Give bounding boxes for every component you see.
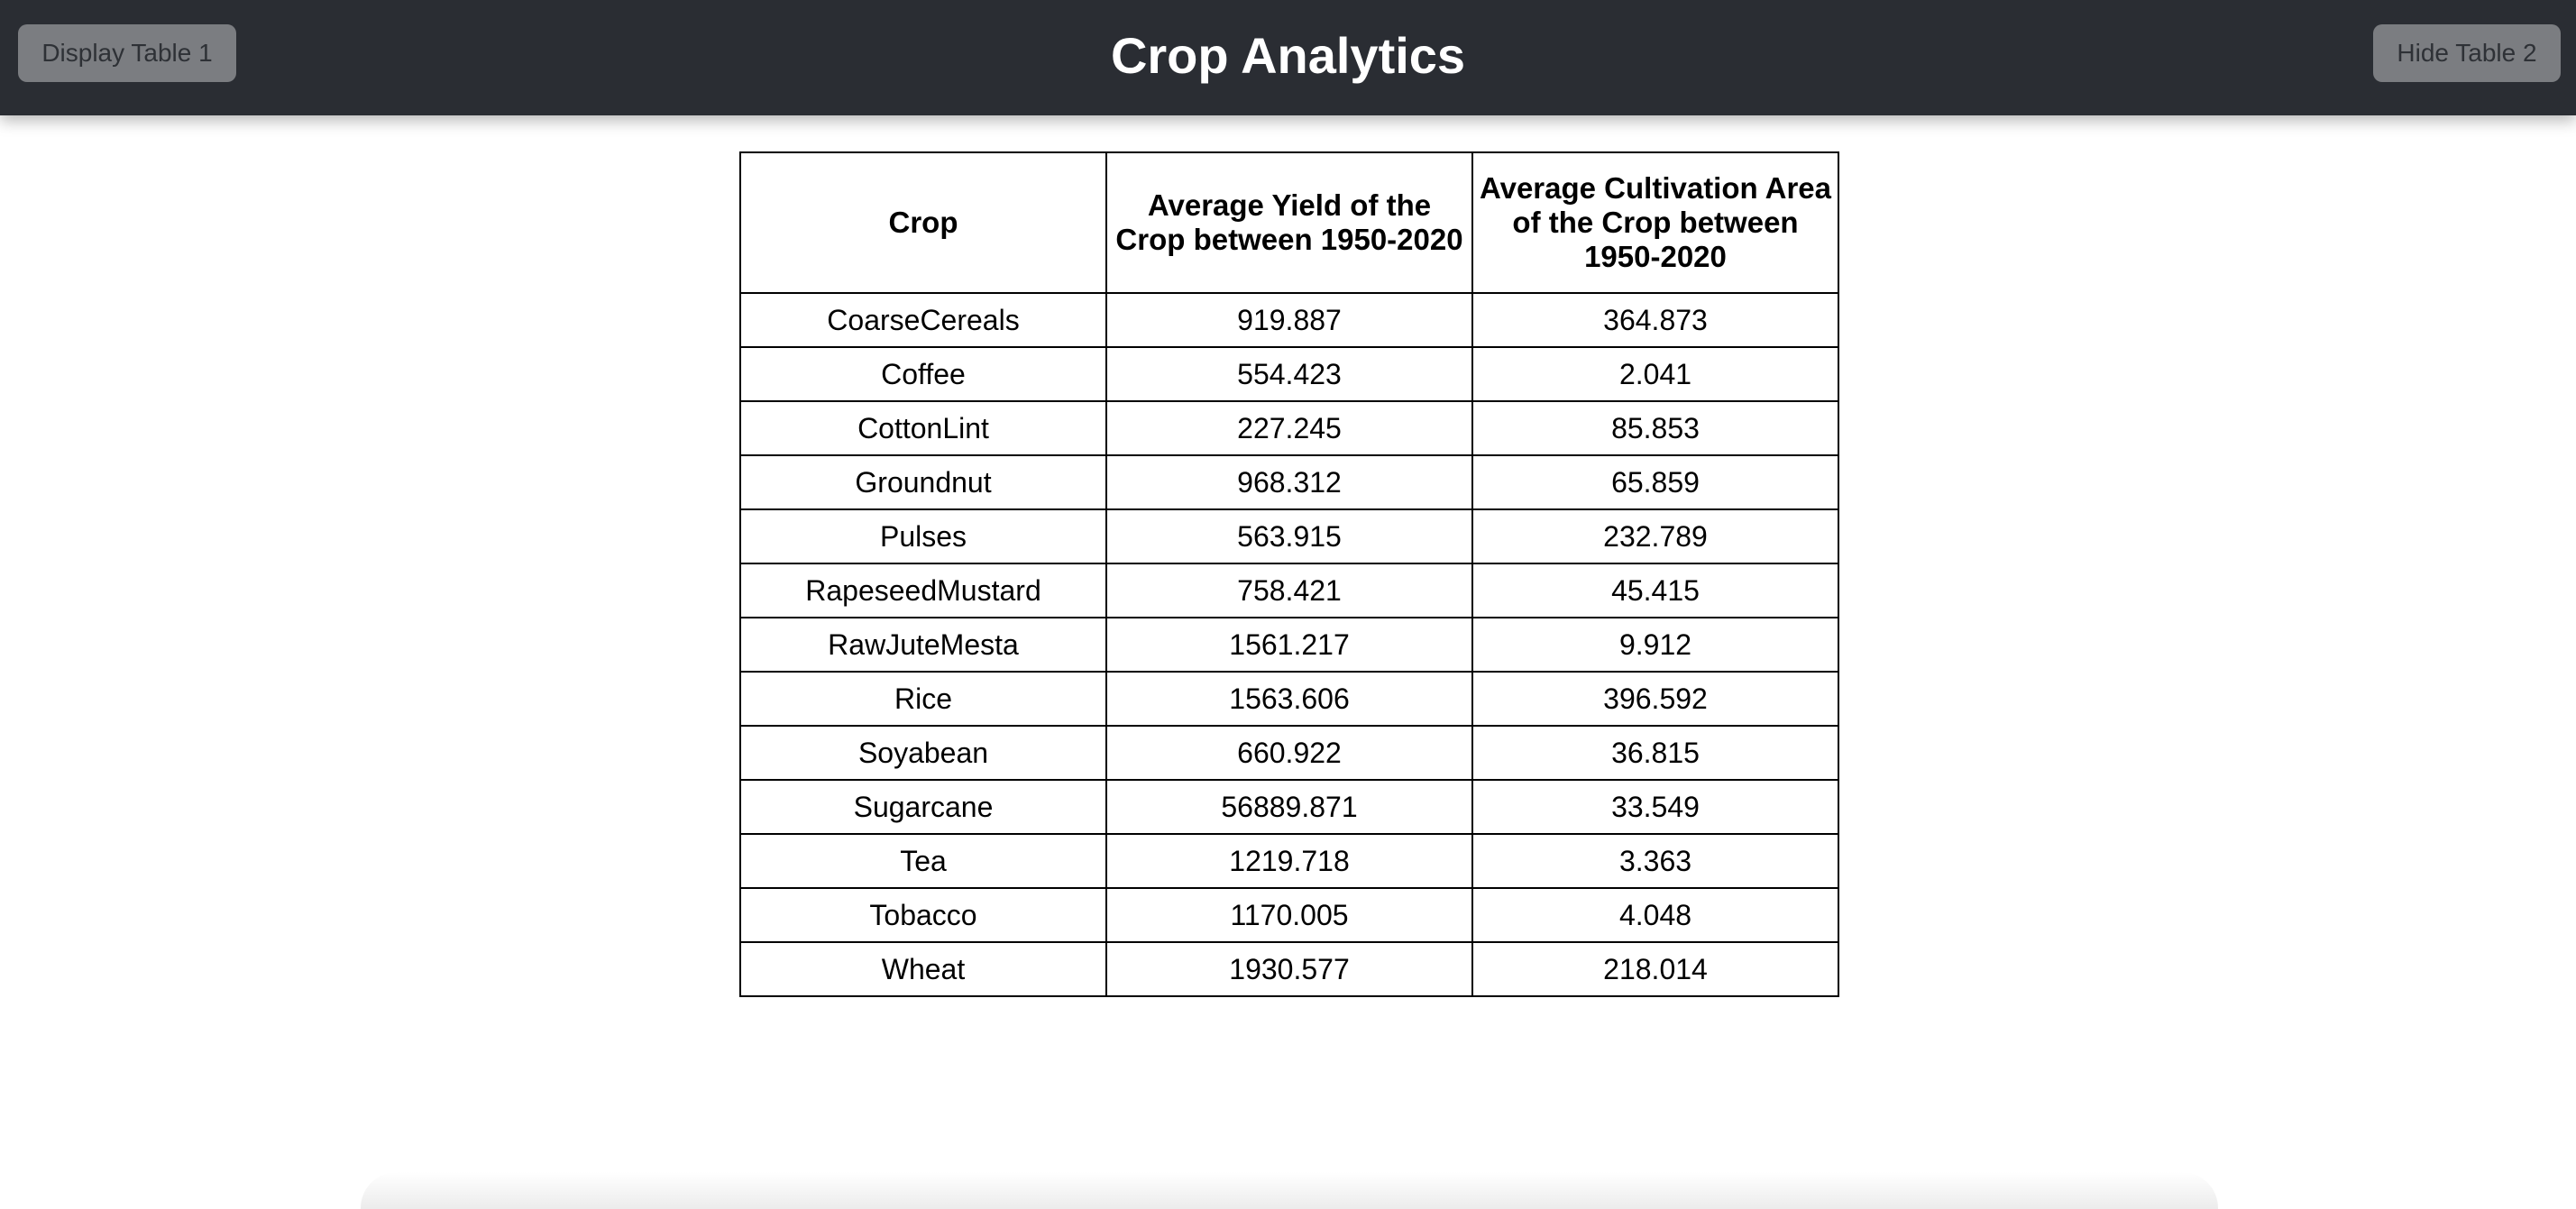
area-cell: 45.415 — [1471, 563, 1839, 618]
area-cell: 33.549 — [1471, 779, 1839, 835]
area-cell: 2.041 — [1471, 346, 1839, 402]
table-body: CoarseCereals 919.887 364.873 Coffee 554… — [739, 292, 1839, 997]
crop-table-container: Crop Average Yield of the Crop between 1… — [739, 151, 1839, 997]
crop-cell: RawJuteMesta — [739, 617, 1107, 673]
yield-cell: 554.423 — [1105, 346, 1473, 402]
table-row: Soyabean 660.922 36.815 — [739, 725, 1839, 781]
area-cell: 65.859 — [1471, 454, 1839, 510]
area-cell: 9.912 — [1471, 617, 1839, 673]
crop-cell: Tea — [739, 833, 1107, 889]
table-row: Sugarcane 56889.871 33.549 — [739, 779, 1839, 835]
table-row: Coffee 554.423 2.041 — [739, 346, 1839, 402]
area-cell: 232.789 — [1471, 508, 1839, 564]
table-row: RawJuteMesta 1561.217 9.912 — [739, 617, 1839, 673]
yield-cell: 660.922 — [1105, 725, 1473, 781]
area-cell: 396.592 — [1471, 671, 1839, 727]
table-row: Wheat 1930.577 218.014 — [739, 941, 1839, 997]
yield-cell: 758.421 — [1105, 563, 1473, 618]
table-row: CottonLint 227.245 85.853 — [739, 400, 1839, 456]
table-row: Groundnut 968.312 65.859 — [739, 454, 1839, 510]
yield-cell: 968.312 — [1105, 454, 1473, 510]
table-header-row: Crop Average Yield of the Crop between 1… — [739, 151, 1839, 294]
yield-cell: 227.245 — [1105, 400, 1473, 456]
table-row: Tea 1219.718 3.363 — [739, 833, 1839, 889]
table-header: Crop Average Yield of the Crop between 1… — [739, 151, 1839, 294]
yield-cell: 1219.718 — [1105, 833, 1473, 889]
table-row: CoarseCereals 919.887 364.873 — [739, 292, 1839, 348]
crop-cell: CoarseCereals — [739, 292, 1107, 348]
crop-cell: Wheat — [739, 941, 1107, 997]
app-header: Display Table 1 Crop Analytics Hide Tabl… — [0, 0, 2576, 115]
bottom-panel-shadow — [361, 1172, 2218, 1209]
area-cell: 218.014 — [1471, 941, 1839, 997]
yield-cell: 56889.871 — [1105, 779, 1473, 835]
table-row: Pulses 563.915 232.789 — [739, 508, 1839, 564]
page-title: Crop Analytics — [1110, 27, 1466, 84]
column-header-average-yield: Average Yield of the Crop between 1950-2… — [1105, 151, 1473, 294]
yield-cell: 1930.577 — [1105, 941, 1473, 997]
crop-cell: Pulses — [739, 508, 1107, 564]
yield-cell: 563.915 — [1105, 508, 1473, 564]
area-cell: 4.048 — [1471, 887, 1839, 943]
table-row: RapeseedMustard 758.421 45.415 — [739, 563, 1839, 618]
area-cell: 3.363 — [1471, 833, 1839, 889]
crop-cell: Coffee — [739, 346, 1107, 402]
column-header-average-cultivation-area: Average Cultivation Area of the Crop bet… — [1471, 151, 1839, 294]
column-header-crop: Crop — [739, 151, 1107, 294]
crop-cell: Tobacco — [739, 887, 1107, 943]
crop-cell: Sugarcane — [739, 779, 1107, 835]
table-row: Tobacco 1170.005 4.048 — [739, 887, 1839, 943]
area-cell: 36.815 — [1471, 725, 1839, 781]
crop-cell: CottonLint — [739, 400, 1107, 456]
display-table-1-button[interactable]: Display Table 1 — [18, 24, 236, 82]
table-row: Rice 1563.606 396.592 — [739, 671, 1839, 727]
yield-cell: 1561.217 — [1105, 617, 1473, 673]
crop-cell: RapeseedMustard — [739, 563, 1107, 618]
crop-cell: Groundnut — [739, 454, 1107, 510]
yield-cell: 919.887 — [1105, 292, 1473, 348]
area-cell: 364.873 — [1471, 292, 1839, 348]
yield-cell: 1170.005 — [1105, 887, 1473, 943]
area-cell: 85.853 — [1471, 400, 1839, 456]
hide-table-2-button[interactable]: Hide Table 2 — [2373, 24, 2561, 82]
crop-cell: Soyabean — [739, 725, 1107, 781]
crop-cell: Rice — [739, 671, 1107, 727]
yield-cell: 1563.606 — [1105, 671, 1473, 727]
crop-table: Crop Average Yield of the Crop between 1… — [739, 151, 1839, 997]
